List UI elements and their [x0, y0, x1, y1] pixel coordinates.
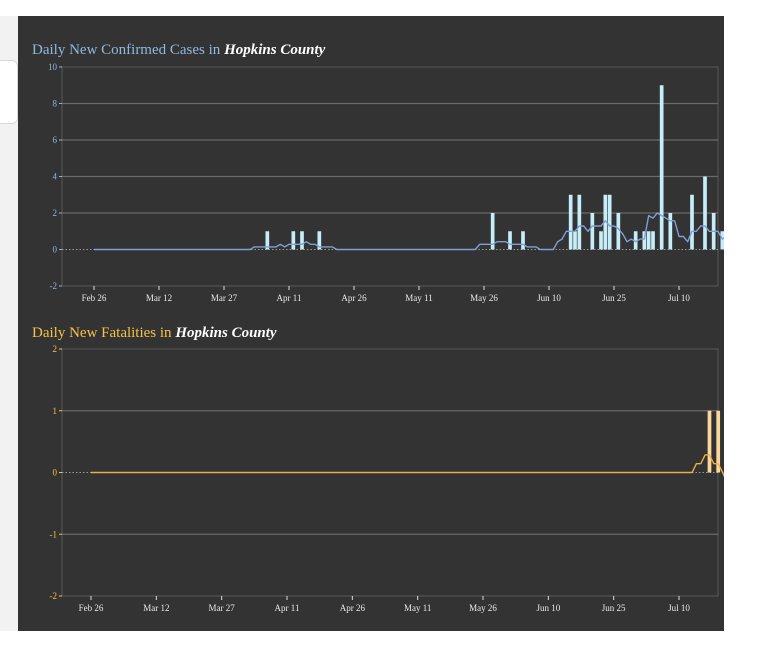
data-bar — [577, 194, 582, 250]
y-tick-label: 6 — [53, 135, 58, 145]
chart2-title: Daily New Fatalities in Hopkins County — [32, 325, 277, 341]
x-tick-label: Apr 26 — [340, 603, 366, 613]
charts-panel: Daily New Confirmed Cases in Hopkins Cou… — [18, 16, 724, 631]
chart2-title-county: Hopkins County — [174, 325, 277, 341]
x-tick-label: Mar 27 — [209, 603, 236, 613]
data-bar — [300, 231, 304, 250]
x-tick-label: Apr 11 — [277, 293, 302, 303]
data-bar — [690, 194, 694, 250]
data-bar — [590, 213, 595, 250]
x-tick-label: May 11 — [405, 293, 432, 303]
cases-chart: -2 0 2 4 6 8 10 Feb 26 Mar 12 Mar 27 Apr 11 Apr 26 M… — [48, 62, 724, 303]
data-bar — [568, 194, 573, 250]
data-bar — [616, 213, 621, 250]
sidebar-tab-handle[interactable] — [0, 60, 18, 124]
data-bar — [633, 231, 638, 250]
data-bar — [659, 85, 664, 250]
data-bar — [642, 231, 647, 250]
x-tick-label: Mar 12 — [143, 603, 169, 613]
chart1-title: Daily New Confirmed Cases in Hopkins Cou… — [32, 42, 326, 58]
fatalities-chart: -2 -1 0 1 2 Feb 26 Mar 12 Mar 27 Apr 11 Apr 26 May… — [50, 344, 724, 613]
y-tick-label: 4 — [53, 172, 58, 182]
y-tick-label: 0 — [53, 245, 58, 255]
data-bar — [707, 410, 712, 473]
chart1-title-prefix: Daily New Confirmed Cases in — [32, 42, 221, 58]
charts-svg: Daily New Confirmed Cases in Hopkins Cou… — [32, 42, 724, 613]
x-tick-label: May 11 — [404, 603, 431, 613]
x-tick-label: Jul 10 — [668, 293, 690, 303]
x-tick-label: Jun 25 — [602, 293, 626, 303]
data-bar — [573, 231, 577, 250]
data-bar — [720, 231, 724, 250]
data-bar — [651, 231, 655, 250]
data-bar — [317, 231, 322, 250]
y-tick-label: 10 — [48, 62, 58, 72]
x-tick-label: May 26 — [469, 603, 497, 613]
y-tick-label: -2 — [50, 591, 58, 601]
y-tick-label: 8 — [53, 99, 58, 109]
moving-average-line — [91, 454, 724, 477]
data-bar — [490, 213, 495, 250]
data-bar — [603, 194, 608, 250]
data-bar — [607, 194, 612, 250]
x-tick-label: Feb 26 — [82, 293, 107, 303]
y-tick-label: 2 — [53, 344, 58, 354]
data-bar — [508, 231, 512, 250]
moving-average-line — [94, 212, 724, 251]
x-tick-label: Jun 10 — [537, 293, 561, 303]
sidebar-strip — [0, 16, 18, 631]
chart1-title-county: Hopkins County — [223, 42, 326, 58]
x-tick-label: Mar 12 — [146, 293, 172, 303]
y-tick-label: 0 — [53, 468, 58, 478]
chart2-title-prefix: Daily New Fatalities in — [32, 325, 172, 341]
x-tick-label: Jun 10 — [536, 603, 560, 613]
data-bar — [291, 231, 296, 250]
y-tick-label: 1 — [53, 406, 58, 416]
data-bar — [703, 176, 707, 250]
data-bar — [668, 213, 673, 250]
x-tick-label: May 26 — [470, 293, 498, 303]
data-bar — [521, 231, 525, 250]
y-tick-label: -1 — [50, 529, 58, 539]
y-tick-label: 2 — [53, 208, 58, 218]
x-tick-label: Apr 11 — [275, 603, 300, 613]
x-tick-label: Apr 26 — [341, 293, 367, 303]
y-tick-label: -2 — [50, 281, 58, 291]
x-tick-label: Mar 27 — [211, 293, 238, 303]
data-bar — [646, 231, 651, 250]
x-tick-label: Feb 26 — [79, 603, 104, 613]
data-bar — [716, 410, 721, 473]
data-bar — [599, 231, 603, 250]
data-bar — [265, 231, 270, 250]
x-tick-label: Jun 25 — [602, 603, 626, 613]
x-tick-label: Jul 10 — [668, 603, 690, 613]
